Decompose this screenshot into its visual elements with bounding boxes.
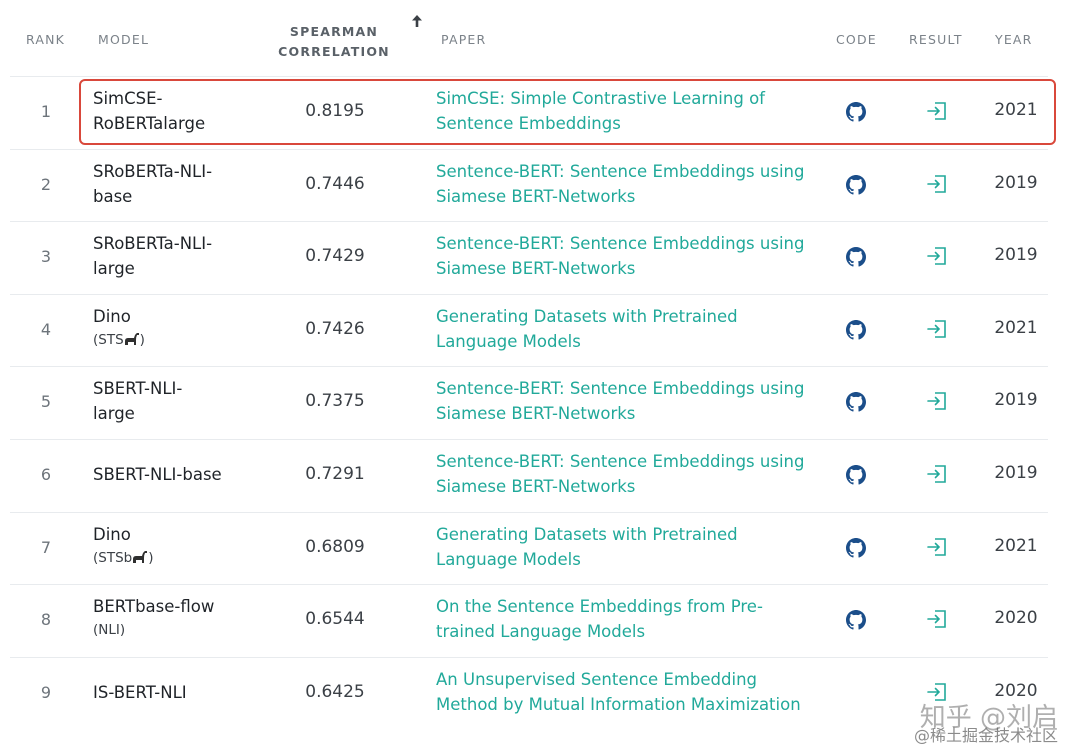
spearman-score-cell: 0.7375 <box>305 391 365 412</box>
result-icon[interactable] <box>926 246 948 266</box>
header-rank[interactable]: RANK <box>26 32 66 47</box>
rank-cell: 5 <box>40 392 52 412</box>
year-cell: 2019 <box>994 172 1038 193</box>
year-cell: 2019 <box>994 463 1038 483</box>
table-row[interactable]: 1 SimCSE- RoBERTalarge 0.8195 SimCSE: Simple… <box>10 76 1048 148</box>
paper-link[interactable]: SimCSE: Simple Contrastive Learning of S… <box>436 89 765 133</box>
rank-cell: 3 <box>40 247 52 267</box>
table-row[interactable]: 5 SBERT-NLI-large 0.7375 Sentence-BERT: Sen… <box>10 366 1048 438</box>
result-icon[interactable] <box>926 682 948 702</box>
sort-ascending-arrow-icon[interactable] <box>411 14 423 28</box>
result-icon[interactable] <box>926 537 948 557</box>
result-icon[interactable] <box>926 101 948 121</box>
paper-link[interactable]: Sentence-BERT: Sentence Embeddings using… <box>436 234 805 279</box>
result-icon[interactable] <box>926 609 948 629</box>
model-subtitle: (STSb) <box>93 549 154 566</box>
table-row[interactable]: 8 BERTbase-flow (NLI) 0.6544 On the Sentence… <box>10 584 1048 656</box>
spearman-score-cell: 0.8195 <box>305 101 365 121</box>
year-cell: 2020 <box>994 680 1038 701</box>
model-cell: IS-BERT-NLI <box>93 680 263 705</box>
paper-link[interactable]: Generating Datasets with Pretrained Lang… <box>436 306 738 351</box>
header-spearman-correlation[interactable]: SPEARMAN CORRELATION <box>278 24 390 59</box>
github-icon[interactable] <box>846 537 866 558</box>
year-cell: 2021 <box>994 100 1038 120</box>
spearman-score-cell: 0.7291 <box>305 464 365 484</box>
table-row[interactable]: 7 Dino (STSb) 0.6809 Generating Datasets wit… <box>10 511 1048 584</box>
model-cell: SRoBERTa-NLI-base <box>93 159 263 209</box>
model-cell: SRoBERTa-NLI-large <box>93 231 263 281</box>
table-row[interactable]: 6 SBERT-NLI-base 0.7291 Sentence-BERT: Sent… <box>10 439 1048 511</box>
model-name[interactable]: SRoBERTa-NLI-base <box>93 161 213 206</box>
github-icon[interactable] <box>846 174 866 195</box>
watermark-juejin: @稀土掘金技术社区 <box>913 726 1058 745</box>
spearman-score-cell: 0.6809 <box>305 536 365 557</box>
github-icon[interactable] <box>846 319 866 340</box>
github-icon[interactable] <box>846 610 866 630</box>
year-cell: 2021 <box>994 317 1038 338</box>
github-icon[interactable] <box>846 102 866 122</box>
result-icon[interactable] <box>926 391 948 411</box>
model-cell: Dino (STS) <box>93 304 263 351</box>
table-row[interactable]: 4 Dino (STS) 0.7426 Generating Datasets with… <box>10 293 1048 366</box>
table-row[interactable]: 9 IS-BERT-NLI 0.6425 An Unsupervised Senten… <box>10 656 1048 729</box>
model-subtitle: (NLI) <box>93 622 126 639</box>
year-cell: 2019 <box>994 390 1038 411</box>
model-cell: BERTbase-flow (NLI) <box>93 594 263 641</box>
model-name[interactable]: SimCSE- RoBERTalarge <box>93 89 206 133</box>
spearman-score-cell: 0.7429 <box>305 246 365 267</box>
github-icon[interactable] <box>846 392 866 412</box>
year-cell: 2019 <box>994 245 1038 266</box>
paper-link[interactable]: Generating Datasets with Pretrained Lang… <box>436 524 738 569</box>
model-cell: SimCSE- RoBERTalarge <box>93 86 263 136</box>
model-cell: SBERT-NLI-large <box>93 376 263 426</box>
model-cell: SBERT-NLI-base <box>93 462 263 487</box>
paper-link[interactable]: An Unsupervised Sentence Embedding Metho… <box>436 669 801 714</box>
paper-link[interactable]: Sentence-BERT: Sentence Embeddings using… <box>436 452 805 496</box>
rank-cell: 8 <box>40 610 52 630</box>
model-name[interactable]: BERTbase-flow <box>93 597 215 617</box>
spearman-score-cell: 0.6425 <box>305 681 365 702</box>
github-icon[interactable] <box>846 247 866 267</box>
header-model[interactable]: MODEL <box>98 32 150 47</box>
result-icon[interactable] <box>926 174 948 194</box>
rank-cell: 6 <box>40 465 52 484</box>
table-row[interactable]: 2 SRoBERTa-NLI-base 0.7446 Sentence-BERT: S… <box>10 148 1048 221</box>
paper-link[interactable]: Sentence-BERT: Sentence Embeddings using… <box>436 161 805 206</box>
header-paper[interactable]: PAPER <box>441 32 487 47</box>
header-year[interactable]: YEAR <box>995 32 1033 47</box>
rank-cell: 2 <box>40 174 52 194</box>
github-icon[interactable] <box>846 465 866 485</box>
model-name[interactable]: Dino <box>93 524 131 544</box>
model-name[interactable]: SBERT-NLI-large <box>93 379 183 424</box>
year-cell: 2020 <box>994 608 1038 629</box>
rank-cell: 7 <box>40 537 52 557</box>
spearman-score-cell: 0.6544 <box>305 609 365 630</box>
year-cell: 2021 <box>994 535 1038 556</box>
paper-link[interactable]: On the Sentence Embeddings from Pre-trai… <box>436 597 763 642</box>
sauropod-emoji-icon <box>133 550 148 563</box>
model-name[interactable]: SBERT-NLI-base <box>93 465 222 484</box>
paper-link[interactable]: Sentence-BERT: Sentence Embeddings using… <box>436 379 805 424</box>
spearman-score-cell: 0.7426 <box>305 318 365 339</box>
model-subtitle: (STS) <box>93 331 145 348</box>
rank-cell: 1 <box>40 102 52 121</box>
model-name[interactable]: Dino <box>93 306 131 326</box>
sauropod-emoji-icon <box>124 332 139 345</box>
table-row[interactable]: 3 SRoBERTa-NLI-large 0.7429 Sentence-BERT: … <box>10 221 1048 293</box>
header-code[interactable]: CODE <box>836 32 877 47</box>
table-header: RANK MODEL SPEARMAN CORRELATION PAPER CO… <box>0 0 1080 78</box>
rank-cell: 4 <box>40 319 52 339</box>
model-name[interactable]: SRoBERTa-NLI-large <box>93 234 213 279</box>
model-cell: Dino (STSb) <box>93 522 263 569</box>
model-name[interactable]: IS-BERT-NLI <box>93 682 187 702</box>
header-result[interactable]: RESULT <box>909 32 963 47</box>
watermark-zhihu: 知乎 @刘启 <box>919 703 1058 733</box>
result-icon[interactable] <box>926 319 948 339</box>
rank-cell: 9 <box>40 682 52 702</box>
spearman-score-cell: 0.7446 <box>305 173 365 194</box>
result-icon[interactable] <box>926 464 948 484</box>
